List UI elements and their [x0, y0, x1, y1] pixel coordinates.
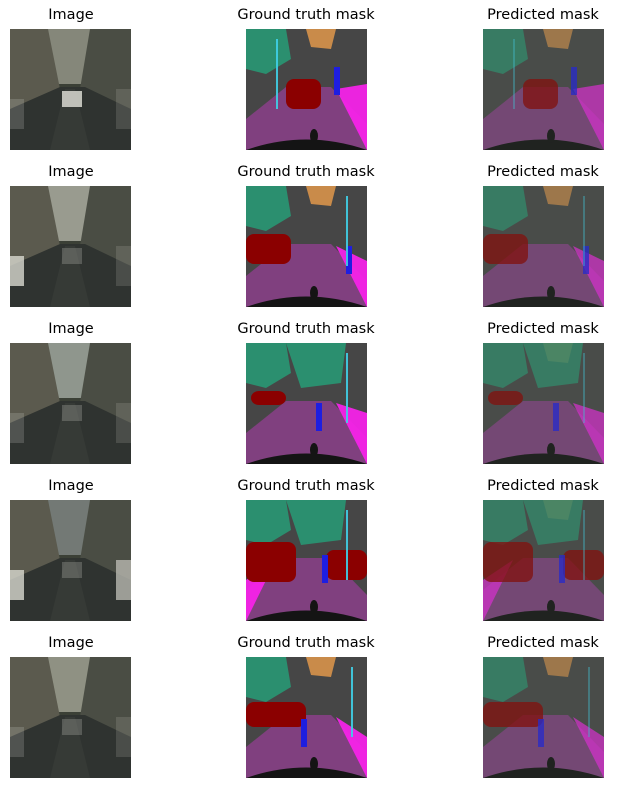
panel-title: Image — [48, 321, 94, 337]
ground-truth-mask-panel — [246, 29, 367, 150]
predicted-mask-panel — [483, 500, 604, 621]
panel-title: Ground truth mask — [237, 635, 375, 651]
ground-truth-mask-panel — [246, 657, 367, 778]
image-panel — [10, 657, 131, 778]
panel-title: Image — [48, 164, 94, 180]
panel-title: Predicted mask — [487, 7, 599, 23]
predicted-mask-panel — [483, 343, 604, 464]
predicted-mask-panel — [483, 29, 604, 150]
ground-truth-mask-panel — [246, 186, 367, 307]
predicted-mask-panel — [483, 186, 604, 307]
panel-title: Image — [48, 478, 94, 494]
panel-title: Ground truth mask — [237, 478, 375, 494]
panel-title: Predicted mask — [487, 635, 599, 651]
panel-title: Predicted mask — [487, 164, 599, 180]
panel-title: Ground truth mask — [237, 321, 375, 337]
panel-title: Predicted mask — [487, 478, 599, 494]
panel-title: Image — [48, 635, 94, 651]
panel-title: Predicted mask — [487, 321, 599, 337]
image-panel — [10, 29, 131, 150]
panel-title: Image — [48, 7, 94, 23]
ground-truth-mask-panel — [246, 500, 367, 621]
panel-title: Ground truth mask — [237, 7, 375, 23]
panel-title: Ground truth mask — [237, 164, 375, 180]
image-panel — [10, 186, 131, 307]
ground-truth-mask-panel — [246, 343, 367, 464]
image-panel — [10, 343, 131, 464]
predicted-mask-panel — [483, 657, 604, 778]
image-panel — [10, 500, 131, 621]
